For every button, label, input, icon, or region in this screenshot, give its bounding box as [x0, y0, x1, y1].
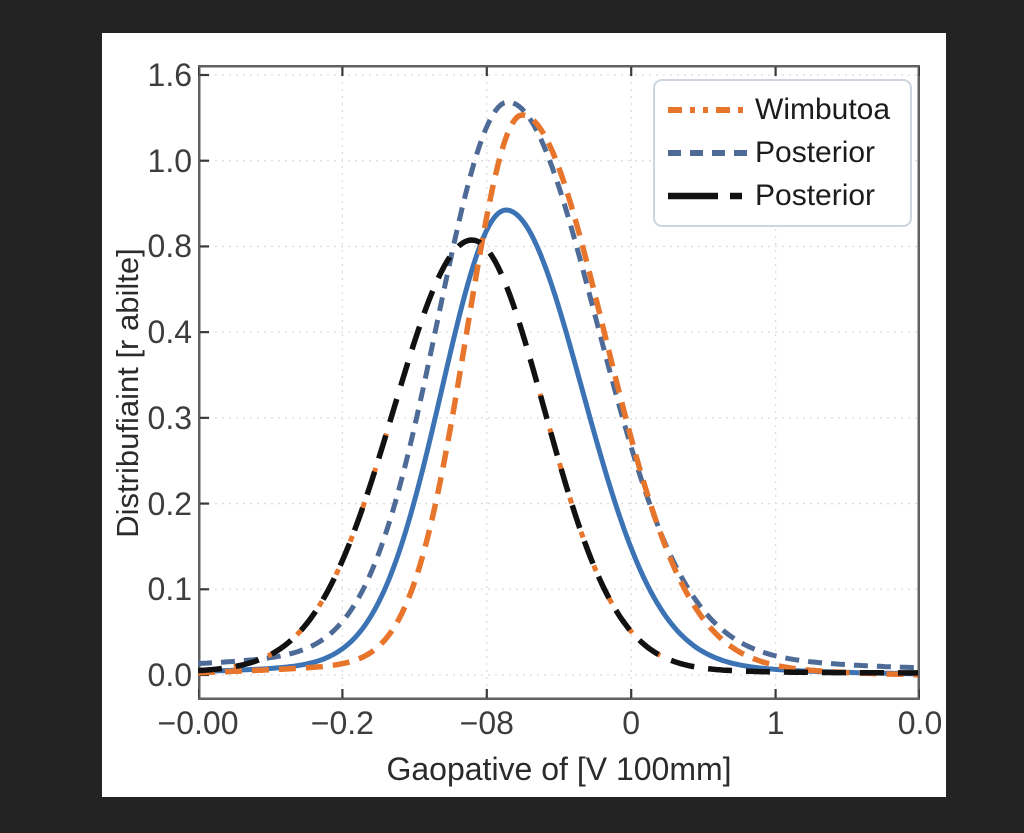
y-axis-label: Distribufiaint [r abilte]: [110, 248, 145, 538]
x-tick-label: −0.2: [310, 705, 374, 741]
y-tick-label: 0.0: [147, 657, 192, 693]
legend-entry-label: Posterior: [755, 178, 876, 212]
legend-entry-label: Posterior: [755, 135, 876, 169]
x-tick-label: 0.0: [897, 705, 943, 741]
legend-entry-label: Wimbutoa: [755, 93, 891, 127]
axes-spines: [198, 65, 920, 700]
x-tick-label: 0: [622, 705, 641, 741]
legend-box: Wimbutoa Posterior Posterior: [653, 79, 912, 227]
y-tick-label: 1.6: [147, 57, 192, 93]
series-line-posterior: [198, 237, 918, 676]
series-line-posterior: [198, 207, 919, 677]
x-tick-label: 1: [766, 705, 785, 741]
x-tick-label: −08: [459, 705, 514, 741]
x-axis-label: Gaopative of [V 100mm]: [386, 751, 732, 787]
plot-area: [198, 65, 920, 700]
y-tick-label: 1.0: [147, 142, 192, 179]
legend-swatch-line: [668, 192, 748, 199]
legend-swatch-line: [668, 107, 748, 114]
legend-entry: Wimbutoa: [668, 94, 902, 126]
series-line-posterior: [198, 99, 919, 671]
y-tick-label: 0.1: [147, 571, 192, 608]
series-line-wimbutoa: [198, 112, 918, 678]
chart-figure: Gaopative of [V 100mm] Distribufiaint [r…: [102, 33, 946, 797]
x-tick-label: −0.00: [157, 705, 239, 741]
legend-swatch-line: [668, 149, 748, 156]
legend-entry: Posterior: [668, 178, 902, 212]
legend-entry: Posterior: [668, 135, 902, 169]
